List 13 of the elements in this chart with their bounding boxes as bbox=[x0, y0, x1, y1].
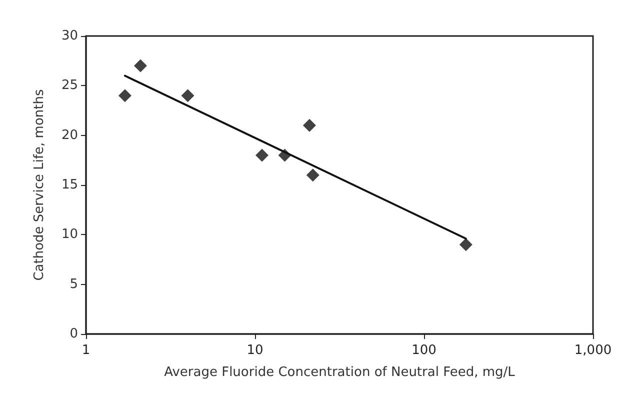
y-axis-title: Cathode Service Life, months bbox=[32, 89, 47, 281]
x-tick-label: 100 bbox=[412, 343, 436, 358]
y-tick-label: 25 bbox=[61, 78, 78, 94]
y-tick-label: 5 bbox=[70, 276, 78, 292]
y-tick-label: 20 bbox=[61, 128, 78, 143]
y-tick-label: 15 bbox=[61, 178, 78, 192]
x-tick-label: 1,000 bbox=[574, 343, 612, 358]
y-tick-label: 30 bbox=[61, 28, 78, 44]
x-axis-title: Average Fluoride Concentration of Neutral Feed, mg/L bbox=[164, 365, 516, 380]
x-tick-label: 10 bbox=[246, 343, 264, 358]
y-tick-label: 10 bbox=[61, 227, 78, 242]
y-tick-label: 0 bbox=[70, 326, 78, 342]
x-tick-label: 1 bbox=[82, 343, 90, 358]
